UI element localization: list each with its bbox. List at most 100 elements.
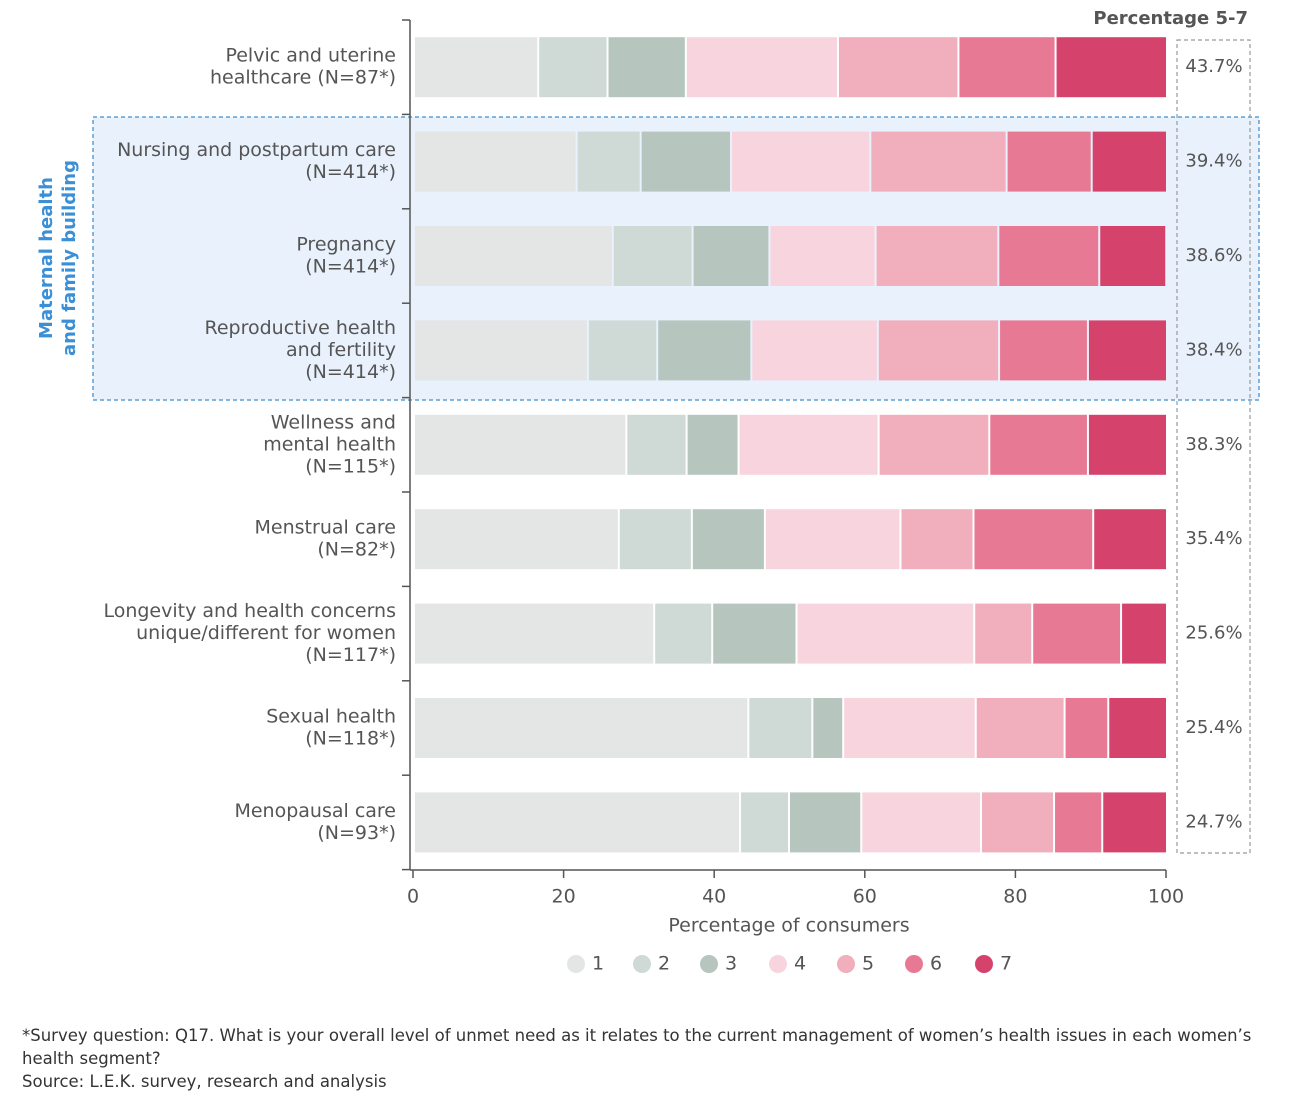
group-label-line: and family building bbox=[59, 160, 80, 356]
total-label: 25.4% bbox=[1185, 717, 1242, 738]
legend-swatch bbox=[975, 955, 993, 973]
total-label: 24.7% bbox=[1185, 811, 1242, 832]
bar-segment bbox=[797, 603, 974, 664]
bar-segment bbox=[975, 603, 1032, 664]
y-tick-label: unique/different for women bbox=[136, 622, 396, 644]
bar-segment bbox=[1007, 131, 1091, 192]
legend-swatch bbox=[633, 955, 651, 973]
y-tick-label: Reproductive health bbox=[204, 317, 396, 339]
bar-segment bbox=[1094, 509, 1166, 570]
bar-segment bbox=[641, 131, 731, 192]
bar-segment bbox=[739, 414, 878, 475]
source: Source: L.E.K. survey, research and anal… bbox=[22, 1072, 387, 1091]
y-tick-label: (N=82*) bbox=[317, 539, 396, 561]
bar-segment bbox=[879, 414, 989, 475]
bar-segment bbox=[415, 509, 618, 570]
legend-swatch bbox=[769, 955, 787, 973]
bar-segment bbox=[588, 320, 657, 381]
bar-segment bbox=[1033, 603, 1121, 664]
bar-segment bbox=[687, 414, 738, 475]
y-tick-label: (N=115*) bbox=[305, 455, 396, 477]
y-tick-label: (N=93*) bbox=[317, 822, 396, 844]
bar-segment bbox=[713, 603, 796, 664]
group-label: Maternal health and family building bbox=[36, 160, 80, 356]
bar-segment bbox=[539, 37, 607, 98]
footnote: *Survey question: Q17. What is your over… bbox=[22, 1026, 1252, 1068]
legend-swatch bbox=[700, 955, 718, 973]
bar-segment bbox=[608, 37, 685, 98]
legend-label: 2 bbox=[658, 953, 670, 975]
legend-item: 4 bbox=[769, 953, 806, 975]
bar-segment bbox=[577, 131, 640, 192]
bar-segment bbox=[1122, 603, 1166, 664]
bar-segment bbox=[415, 320, 587, 381]
bar-segment bbox=[1109, 698, 1166, 758]
x-tick-label: 40 bbox=[702, 886, 726, 908]
bar-segment bbox=[752, 320, 877, 381]
y-tick-label: Nursing and postpartum care bbox=[117, 139, 396, 161]
legend-item: 6 bbox=[905, 953, 942, 975]
legend-swatch bbox=[567, 955, 585, 973]
y-tick-label: (N=118*) bbox=[305, 728, 396, 750]
legend-label: 5 bbox=[862, 953, 874, 975]
legend-item: 7 bbox=[975, 953, 1012, 975]
bar-segment bbox=[813, 698, 843, 758]
y-tick-label: (N=414*) bbox=[305, 361, 396, 383]
bar-segment bbox=[976, 698, 1064, 758]
bar-segment bbox=[415, 226, 612, 286]
totals-box bbox=[1176, 39, 1251, 854]
bar-segment bbox=[732, 131, 870, 192]
bar-segment bbox=[871, 131, 1006, 192]
y-tick-label: Pregnancy bbox=[296, 234, 396, 256]
y-tick-label: Pelvic and uterine bbox=[225, 45, 396, 67]
x-tick-label: 60 bbox=[853, 886, 877, 908]
x-axis-label: Percentage of consumers bbox=[668, 915, 909, 937]
y-tick-label: Menstrual care bbox=[255, 517, 396, 539]
bar-segment bbox=[692, 509, 764, 570]
total-label: 35.4% bbox=[1185, 528, 1242, 549]
legend-label: 4 bbox=[794, 953, 806, 975]
bar-segment bbox=[990, 414, 1087, 475]
bar-segment bbox=[658, 320, 751, 381]
bar-segment bbox=[415, 37, 538, 98]
legend-swatch bbox=[837, 955, 855, 973]
y-tick-label: (N=414*) bbox=[305, 161, 396, 183]
totals-title: Percentage 5-7 bbox=[1093, 8, 1248, 29]
footer: *Survey question: Q17. What is your over… bbox=[22, 1024, 1272, 1093]
bar-segment bbox=[415, 414, 626, 475]
y-tick-label: Wellness and bbox=[271, 411, 396, 433]
legend-item: 5 bbox=[837, 953, 874, 975]
y-tick-label: Longevity and health concerns bbox=[103, 600, 396, 622]
x-tick-label: 100 bbox=[1148, 886, 1184, 908]
total-label: 25.6% bbox=[1185, 623, 1242, 644]
bar-segment bbox=[765, 509, 900, 570]
bar-segment bbox=[974, 509, 1093, 570]
y-tick-label: (N=414*) bbox=[305, 256, 396, 278]
group-label-line: Maternal health bbox=[36, 177, 57, 339]
bar-segment bbox=[415, 603, 654, 664]
bar-segment bbox=[1103, 792, 1166, 853]
bar-segment bbox=[959, 37, 1055, 98]
bar-segment bbox=[741, 792, 788, 853]
bar-segment bbox=[876, 226, 998, 286]
bar-segment bbox=[686, 37, 837, 98]
total-label: 38.3% bbox=[1185, 434, 1242, 455]
bar-segment bbox=[1088, 414, 1166, 475]
y-tick-label: and fertility bbox=[286, 339, 396, 361]
bar-segment bbox=[1056, 37, 1166, 98]
legend-label: 7 bbox=[1000, 953, 1012, 975]
x-tick-label: 80 bbox=[1003, 886, 1027, 908]
bar-segment bbox=[844, 698, 975, 758]
legend-item: 1 bbox=[567, 953, 604, 975]
x-tick-label: 0 bbox=[407, 886, 419, 908]
legend-swatch bbox=[905, 955, 923, 973]
bar-segment bbox=[1055, 792, 1102, 853]
bar-segment bbox=[789, 792, 861, 853]
total-label: 38.6% bbox=[1185, 245, 1242, 266]
bar-segment bbox=[1000, 320, 1087, 381]
legend-label: 1 bbox=[592, 953, 604, 975]
bar-segment bbox=[1092, 131, 1166, 192]
chart: Percentage 5-7 Percentage of consumers M… bbox=[36, 8, 1260, 975]
y-tick-label: mental health bbox=[263, 433, 396, 455]
